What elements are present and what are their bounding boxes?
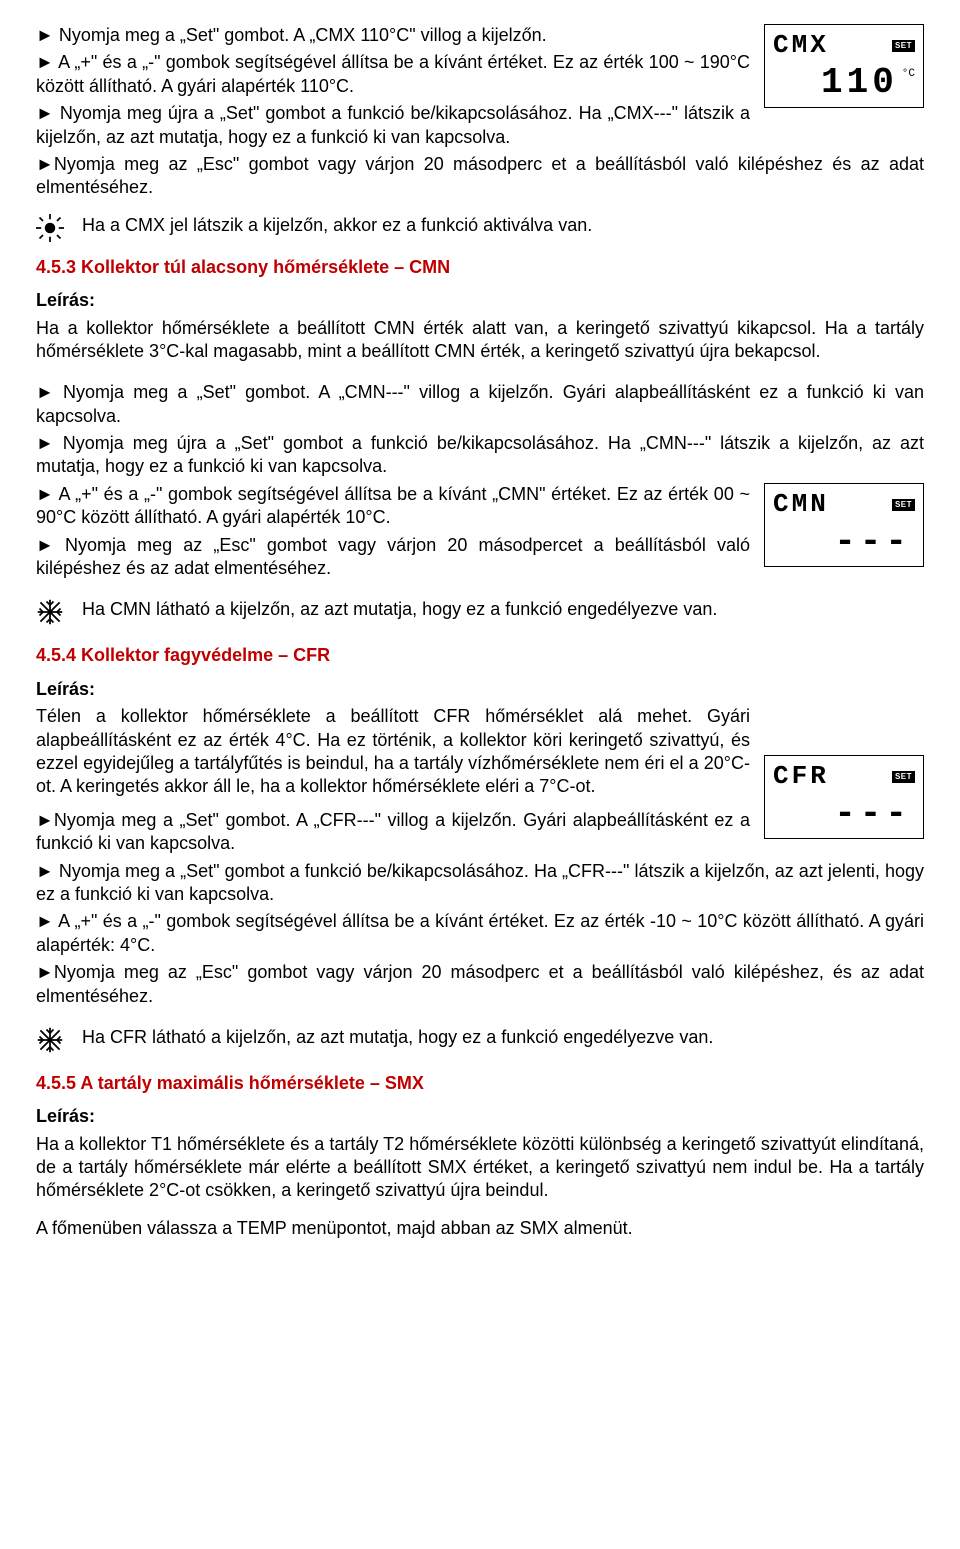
lcd-code: CMN [773,488,829,522]
lcd-cfr: CFR SET --- [764,755,924,839]
lcd-code: CMX [773,29,829,63]
body-text: ► Nyomja meg a „Set" gombot. A „CMN---" … [36,381,924,428]
body-text: ► Nyomja meg újra a „Set" gombot a funkc… [36,102,924,149]
note-text: Ha CMN látható a kijelzőn, az azt mutatj… [82,598,924,621]
section-heading: 4.5.3 Kollektor túl alacsony hőmérséklet… [36,256,924,279]
section-heading: 4.5.5 A tartály maximális hőmérséklete –… [36,1072,924,1095]
body-text: ►Nyomja meg az „Esc" gombot vagy várjon … [36,961,924,1008]
set-badge: SET [892,40,915,52]
sun-icon [36,214,64,242]
body-text: ► Nyomja meg újra a „Set" gombot a funkc… [36,432,924,479]
description-label: Leírás: [36,289,924,312]
lcd-value: 110 [821,65,898,101]
lcd-unit: °C [902,67,915,81]
lcd-code: CFR [773,760,829,794]
lcd-cmn: CMN SET --- [764,483,924,567]
lcd-cmx: CMX SET 110 °C [764,24,924,108]
lcd-value: --- [834,524,911,560]
note-text: Ha CFR látható a kijelzőn, az azt mutatj… [82,1026,924,1049]
section-heading: 4.5.4 Kollektor fagyvédelme – CFR [36,644,924,667]
body-text: Ha a kollektor hőmérséklete a beállított… [36,317,924,364]
note-text: Ha a CMX jel látszik a kijelzőn, akkor e… [82,214,924,237]
snowflake-icon [36,598,64,626]
body-text: A főmenüben válassza a TEMP menüpontot, … [36,1217,924,1240]
description-label: Leírás: [36,678,924,701]
body-text: ►Nyomja meg az „Esc" gombot vagy várjon … [36,153,924,200]
description-label: Leírás: [36,1105,924,1128]
body-text: Ha a kollektor T1 hőmérséklete és a tart… [36,1133,924,1203]
set-badge: SET [892,499,915,511]
lcd-value: --- [834,796,911,832]
set-badge: SET [892,771,915,783]
snowflake-icon [36,1026,64,1054]
body-text: ► Nyomja meg a „Set" gombot a funkció be… [36,860,924,907]
body-text: ► A „+" és a „-" gombok segítségével áll… [36,910,924,957]
